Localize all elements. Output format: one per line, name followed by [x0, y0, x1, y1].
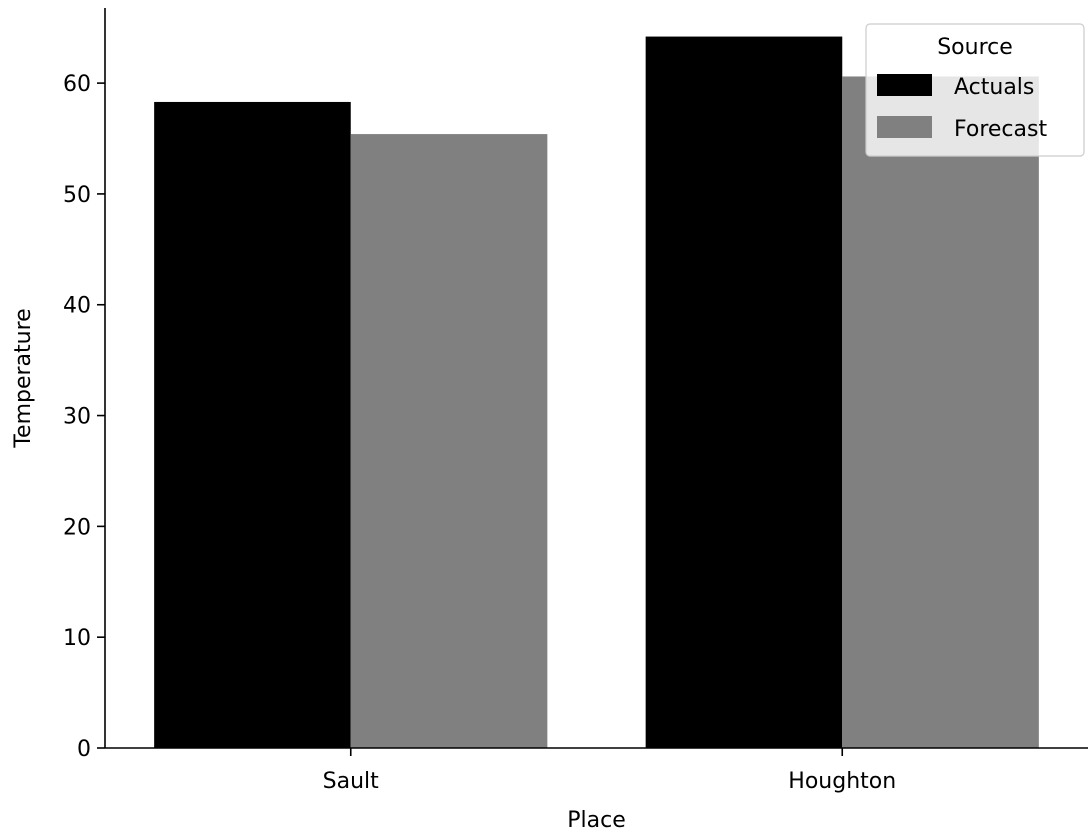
- y-tick-label: 60: [63, 72, 91, 97]
- y-axis-label: Temperature: [11, 308, 36, 448]
- bar-actuals-sault: [154, 101, 351, 748]
- legend-title: Source: [937, 35, 1013, 60]
- y-tick-label: 50: [63, 183, 91, 208]
- bar-forecast-sault: [350, 134, 548, 748]
- x-tick-label-sault: Sault: [323, 769, 380, 794]
- legend-label-forecast: Forecast: [954, 117, 1047, 142]
- legend-swatch-actuals: [877, 74, 932, 96]
- y-tick-label: 0: [77, 737, 91, 762]
- legend: Source Actuals Forecast: [865, 23, 1085, 157]
- y-tick-label: 30: [63, 405, 91, 430]
- bar-actuals-houghton: [645, 36, 843, 748]
- legend-label-actuals: Actuals: [954, 75, 1034, 100]
- x-axis-ticks: Sault Houghton: [323, 748, 896, 794]
- bars-group: [154, 36, 1039, 748]
- bar-forecast-houghton: [842, 76, 1039, 748]
- x-tick-label-houghton: Houghton: [788, 769, 896, 794]
- y-axis-ticks: 0 10 20 30 40 50 60: [63, 72, 105, 762]
- x-axis-label: Place: [567, 808, 626, 833]
- y-tick-label: 20: [63, 515, 91, 540]
- y-tick-label: 40: [63, 294, 91, 319]
- y-tick-label: 10: [63, 626, 91, 651]
- legend-swatch-forecast: [877, 116, 932, 138]
